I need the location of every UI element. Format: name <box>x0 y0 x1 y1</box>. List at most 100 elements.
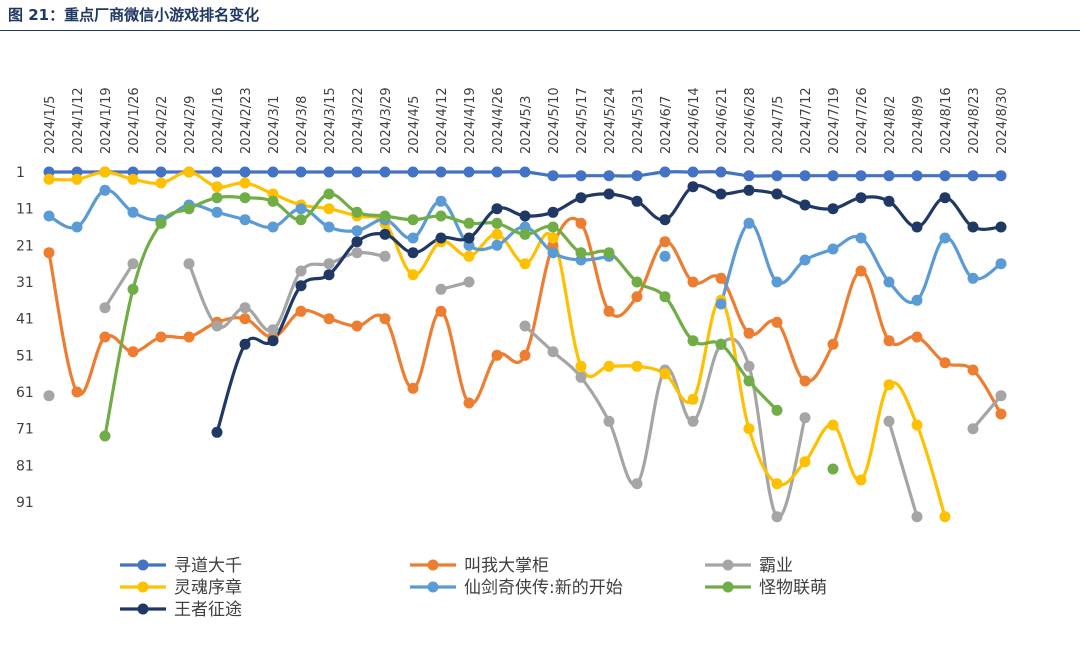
y-tick-label: 91 <box>16 495 34 511</box>
data-point <box>43 247 55 259</box>
series-points <box>43 166 1007 523</box>
data-point <box>239 214 251 226</box>
y-tick-label: 21 <box>16 238 34 254</box>
data-point <box>687 335 699 347</box>
data-point <box>71 173 83 185</box>
data-point <box>155 217 167 229</box>
data-point <box>211 426 223 438</box>
data-point <box>519 258 531 270</box>
x-tick-label: 2024/6/14 <box>687 87 702 154</box>
data-point <box>603 305 615 317</box>
x-tick-label: 2024/6/28 <box>743 87 758 154</box>
x-tick-label: 2024/4/12 <box>435 87 450 154</box>
legend-marker <box>137 603 149 615</box>
data-point <box>631 478 643 490</box>
data-point <box>379 228 391 240</box>
data-point <box>491 166 503 178</box>
data-point <box>435 210 447 222</box>
data-point <box>743 375 755 387</box>
data-point <box>295 203 307 215</box>
series-line-2 <box>47 216 1003 416</box>
data-point <box>631 170 643 182</box>
data-point <box>939 170 951 182</box>
y-tick-label: 31 <box>16 275 34 291</box>
data-point <box>631 276 643 288</box>
data-point <box>491 217 503 229</box>
data-point <box>519 228 531 240</box>
legend-label: 寻道大千 <box>174 556 242 576</box>
legend-marker <box>427 581 439 593</box>
data-point <box>295 280 307 292</box>
data-point <box>911 331 923 343</box>
legend-marker <box>427 559 439 571</box>
data-point <box>463 166 475 178</box>
data-point <box>911 221 923 233</box>
x-tick-label: 2024/3/1 <box>267 96 282 154</box>
data-point <box>239 177 251 189</box>
data-point <box>687 181 699 193</box>
data-point <box>351 247 363 259</box>
data-point <box>771 188 783 200</box>
data-point <box>883 276 895 288</box>
data-point <box>883 379 895 391</box>
data-point <box>687 166 699 178</box>
data-point <box>323 258 335 270</box>
data-point <box>463 217 475 229</box>
data-point <box>323 166 335 178</box>
data-point <box>43 390 55 402</box>
data-point <box>267 221 279 233</box>
data-point <box>295 305 307 317</box>
x-tick-label: 2024/6/21 <box>715 87 730 154</box>
data-point <box>715 338 727 350</box>
data-point <box>883 170 895 182</box>
legend-marker <box>722 559 734 571</box>
data-point <box>379 250 391 262</box>
data-point <box>547 346 559 358</box>
data-point <box>687 393 699 405</box>
data-point <box>799 254 811 266</box>
x-tick-label: 2024/3/8 <box>295 96 310 154</box>
x-tick-label: 2024/2/9 <box>183 96 198 154</box>
x-tick-label: 2024/5/10 <box>547 87 562 154</box>
data-point <box>407 232 419 244</box>
data-point <box>435 195 447 207</box>
data-point <box>855 474 867 486</box>
data-point <box>659 291 671 303</box>
y-tick-label: 81 <box>16 458 34 474</box>
data-point <box>939 357 951 369</box>
legend-label: 怪物联萌 <box>759 578 827 598</box>
data-point <box>939 232 951 244</box>
data-point <box>967 272 979 284</box>
data-point <box>127 206 139 218</box>
data-point <box>239 192 251 204</box>
data-point <box>295 214 307 226</box>
data-point <box>659 236 671 248</box>
data-point <box>239 338 251 350</box>
x-tick-label: 2024/7/26 <box>855 87 870 154</box>
data-point <box>351 166 363 178</box>
data-point <box>799 170 811 182</box>
data-point <box>267 166 279 178</box>
data-point <box>827 203 839 215</box>
data-point <box>267 195 279 207</box>
x-tick-label: 2024/1/26 <box>127 87 142 154</box>
data-point <box>407 269 419 281</box>
data-point <box>183 331 195 343</box>
data-point <box>547 170 559 182</box>
data-point <box>295 265 307 277</box>
figure-title: 图 21：重点厂商微信小游戏排名变化 <box>8 6 260 24</box>
data-point <box>771 404 783 416</box>
data-point <box>715 272 727 284</box>
data-point <box>911 419 923 431</box>
x-tick-label: 2024/3/22 <box>351 87 366 154</box>
legend-label: 王者征途 <box>174 600 242 620</box>
x-tick-label: 2024/1/19 <box>99 87 114 154</box>
data-point <box>995 221 1007 233</box>
data-point <box>407 166 419 178</box>
data-point <box>547 206 559 218</box>
data-point <box>407 382 419 394</box>
legend-label: 霸业 <box>759 556 793 576</box>
data-point <box>407 247 419 259</box>
data-point <box>631 360 643 372</box>
